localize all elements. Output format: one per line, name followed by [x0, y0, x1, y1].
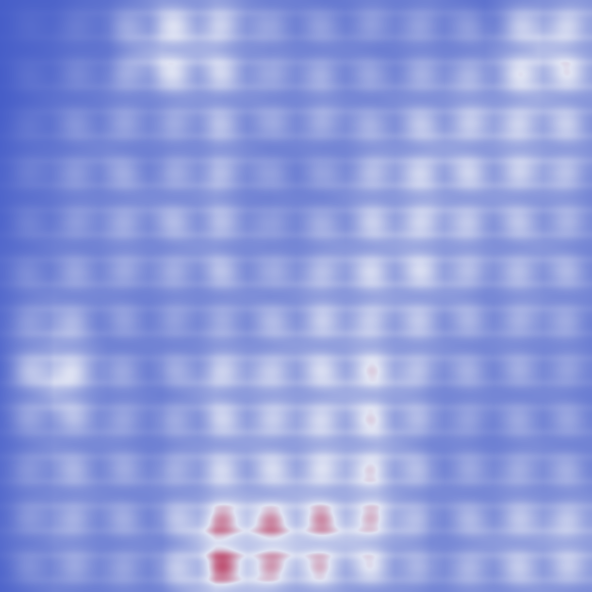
colormap-field-canvas — [0, 0, 592, 592]
